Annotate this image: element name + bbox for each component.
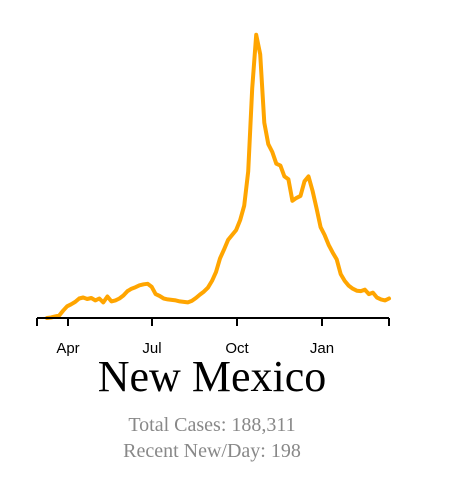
x-tick-label-apr: Apr <box>56 340 79 357</box>
x-tick-label-oct: Oct <box>225 340 249 357</box>
plot-area <box>45 32 391 320</box>
x-axis: Apr Jul Oct Jan <box>36 317 390 357</box>
x-tick-label-jul: Jul <box>142 340 161 357</box>
recent-new-per-day-text: Recent New/Day: 198 <box>123 440 301 462</box>
chart-title: New Mexico <box>98 352 327 401</box>
total-cases-text: Total Cases: 188,311 <box>128 414 295 436</box>
x-tick-label-jan: Jan <box>310 340 334 357</box>
series-line <box>45 32 391 320</box>
